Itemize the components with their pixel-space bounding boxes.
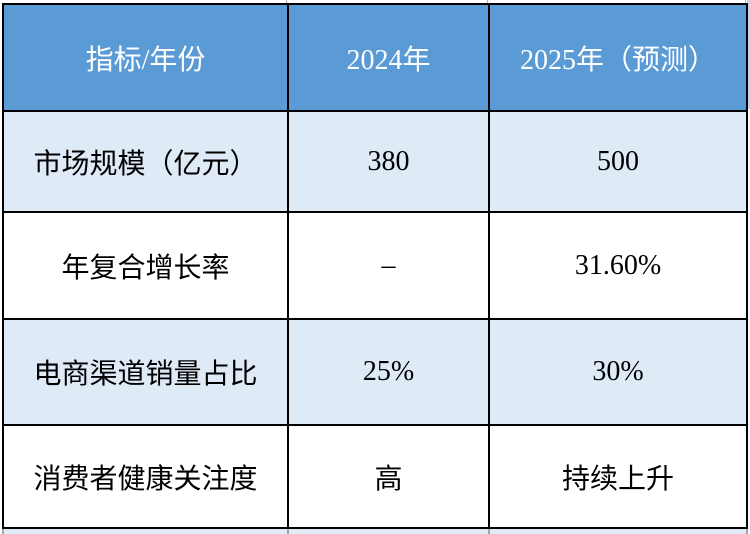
table-row-market-size: 市场规模（亿元） 380 500 (2, 110, 748, 213)
partial-row-cell (488, 527, 748, 534)
table-row-consumer-health-focus: 消费者健康关注度 高 持续上升 (2, 424, 748, 529)
value-cell-2025: 30% (488, 318, 748, 426)
value-cell-2024: 380 (287, 110, 490, 213)
partial-next-row (2, 527, 748, 534)
table-header-row: 指标/年份 2024年 2025年（预测） (2, 3, 748, 112)
grid-line-mark (286, 0, 287, 3)
header-cell-indicator-year: 指标/年份 (2, 3, 289, 112)
header-cell-2025-forecast: 2025年（预测） (488, 3, 748, 112)
grid-line-mark (745, 0, 746, 3)
partial-row-cell (287, 527, 490, 534)
grid-line-mark (487, 0, 488, 3)
row-label-cell: 消费者健康关注度 (2, 424, 289, 529)
row-label-cell: 电商渠道销量占比 (2, 318, 289, 426)
value-cell-2025: 持续上升 (488, 424, 748, 529)
row-label-cell: 市场规模（亿元） (2, 110, 289, 213)
value-cell-2024: 25% (287, 318, 490, 426)
partial-row-cell (2, 527, 289, 534)
row-label-cell: 年复合增长率 (2, 211, 289, 320)
value-cell-2024: 高 (287, 424, 490, 529)
grid-sliver-right (747, 0, 750, 109)
indicator-year-table: 指标/年份 2024年 2025年（预测） 市场规模（亿元） 380 500 年… (2, 3, 748, 534)
table-row-cagr: 年复合增长率 – 31.60% (2, 211, 748, 320)
table-row-ecommerce-share: 电商渠道销量占比 25% 30% (2, 318, 748, 426)
value-cell-2025: 500 (488, 110, 748, 213)
value-cell-2024: – (287, 211, 490, 320)
header-cell-2024: 2024年 (287, 3, 490, 112)
value-cell-2025: 31.60% (488, 211, 748, 320)
grid-sliver-top (0, 0, 750, 3)
